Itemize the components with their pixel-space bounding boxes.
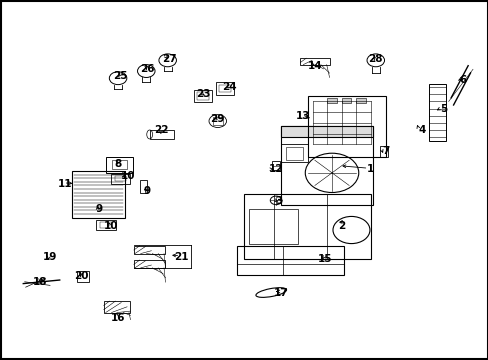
Text: 9: 9: [143, 186, 150, 196]
Text: 3: 3: [274, 197, 282, 206]
Text: 11: 11: [57, 179, 72, 189]
Text: 21: 21: [174, 252, 188, 262]
Bar: [356, 98, 366, 103]
Bar: [194, 90, 211, 103]
Bar: [281, 126, 372, 137]
Bar: [326, 98, 336, 103]
Bar: [307, 96, 385, 157]
Text: 26: 26: [140, 64, 154, 74]
Bar: [72, 171, 125, 217]
Bar: [281, 126, 372, 205]
Text: 24: 24: [222, 82, 237, 92]
Text: 7: 7: [381, 147, 388, 157]
Text: 14: 14: [307, 61, 322, 71]
Bar: [219, 85, 230, 93]
Text: 22: 22: [154, 125, 169, 135]
Bar: [341, 98, 351, 103]
Text: 20: 20: [74, 271, 89, 282]
Bar: [428, 84, 446, 141]
Bar: [111, 174, 130, 184]
Text: 1: 1: [366, 164, 374, 174]
Text: 10: 10: [103, 221, 118, 231]
Text: 29: 29: [210, 114, 224, 124]
Bar: [96, 220, 116, 230]
Bar: [149, 130, 174, 139]
Bar: [285, 147, 302, 160]
Text: 13: 13: [295, 111, 309, 121]
Bar: [77, 271, 89, 282]
Text: 17: 17: [273, 288, 288, 297]
Text: 28: 28: [368, 54, 382, 64]
Text: 10: 10: [121, 171, 135, 181]
Bar: [379, 146, 387, 157]
Text: 15: 15: [317, 253, 331, 264]
Bar: [115, 176, 126, 181]
Bar: [212, 117, 222, 125]
Text: 23: 23: [196, 89, 210, 99]
Bar: [237, 246, 344, 275]
Text: 2: 2: [337, 221, 345, 231]
Text: 9: 9: [95, 203, 102, 213]
Text: 4: 4: [417, 125, 425, 135]
Text: 19: 19: [43, 252, 57, 262]
Text: 8: 8: [114, 159, 122, 169]
Text: 18: 18: [33, 277, 47, 287]
Text: 6: 6: [459, 75, 466, 85]
Bar: [140, 180, 147, 193]
Text: 25: 25: [113, 71, 127, 81]
Bar: [244, 194, 370, 258]
Bar: [112, 160, 126, 169]
Bar: [271, 161, 280, 170]
Bar: [197, 93, 208, 100]
Bar: [100, 222, 112, 228]
Bar: [106, 157, 132, 173]
Text: 27: 27: [162, 54, 176, 64]
Bar: [281, 144, 307, 162]
Bar: [216, 82, 233, 95]
Text: 12: 12: [268, 164, 283, 174]
Bar: [249, 208, 297, 244]
Text: 16: 16: [111, 312, 125, 323]
Text: 5: 5: [439, 104, 447, 113]
